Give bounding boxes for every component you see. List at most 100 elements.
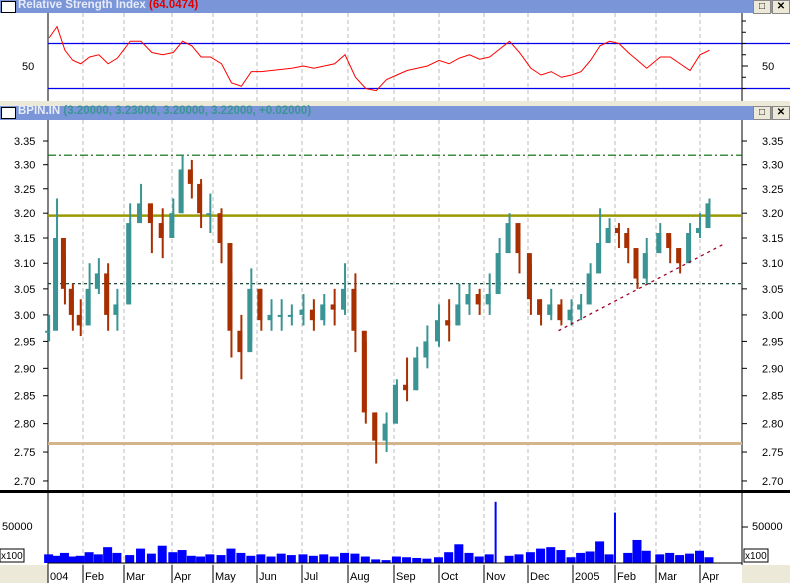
volume-bar [434,557,443,563]
volume-axis-label-left: 50000 [2,521,33,533]
rsi-value: (64.0474) [149,0,199,11]
volume-bar [381,560,391,563]
price-tick-label: 3.30 [762,160,783,172]
volume-bar [84,552,94,563]
price-bar-body [267,314,273,321]
price-bar-body [403,384,409,391]
price-tick-label: 3.25 [762,184,783,196]
price-bar-body [557,304,563,321]
volume-bar [112,552,122,563]
price-bar-body [137,203,143,224]
volume-bar [52,555,62,563]
date-label: Feb [617,571,636,583]
price-tick-label: 3.10 [762,258,783,270]
price-tick-label: 2.80 [762,419,783,431]
price-bar-body [330,304,336,310]
rsi-title-text: Relative Strength Index [18,0,146,11]
price-tick-label: 2.75 [14,447,35,459]
trendline [558,242,727,332]
volume-multiplier-right: x100 [745,551,767,562]
price-tick-label: 3.30 [14,160,35,172]
volume-bar [604,554,614,563]
price-tick-label: 2.90 [14,363,35,375]
price-bar-body [676,248,682,264]
price-title: BPIN.IN (3.20000, 3.23000, 3.20000, 3.22… [18,105,311,117]
price-bar-body [94,273,100,289]
volume-bar [340,552,350,563]
price-bar-body [382,423,388,441]
price-bar-body [605,228,611,244]
rsi-panel-header: Relative Strength Index (64.0474) □ ✕ [0,0,790,14]
axis-gutter [742,565,790,583]
price-tick-label: 2.70 [762,476,783,488]
price-bar-body [178,169,184,214]
volume-bar [655,554,665,563]
panel-divider[interactable] [0,101,790,106]
date-label: 2005 [575,571,599,583]
maximize-button[interactable]: □ [753,106,771,120]
volume-bar [464,552,474,563]
price-bar-body [158,223,164,239]
volume-bar [186,555,196,563]
volume-bar [360,556,370,563]
volume-bar [632,539,642,563]
price-tick-label: 2.95 [762,336,783,348]
rsi-axis-label-left: 50 [22,61,34,73]
axis-gutter [0,565,48,583]
price-tick-label: 3.10 [14,258,35,270]
price-bar-body [547,304,553,315]
price-bar-body [277,314,283,317]
volume-bar [103,547,113,563]
close-button[interactable]: ✕ [772,106,790,120]
price-chart: 3.35 3.35 3.30 3.30 3.25 3.25 3.20 3.20 3.15 3.15… [14,120,783,491]
date-label: Feb [85,571,104,583]
price-bar-body [413,357,419,391]
price-bar-body [104,273,110,315]
panel-divider[interactable] [0,490,790,493]
price-bar-body [567,309,573,321]
price-tick-label: 3.20 [762,208,783,220]
close-button[interactable]: ✕ [772,0,790,14]
price-bar-body [686,233,692,264]
volume-bar [157,545,167,563]
price-bar-body [85,288,91,326]
volume-bar [454,544,464,563]
date-label: Apr [174,571,191,583]
price-bar-body [423,341,429,358]
volume-bar [704,557,714,563]
volume-bar [276,553,286,563]
price-tick-label: 3.15 [762,233,783,245]
price-bar-body [227,243,233,331]
price-bar-body [495,253,501,295]
symbol-name: BPIN.IN [18,105,61,117]
price-bar-body [586,273,592,305]
volume-bar [246,555,256,563]
price-bar-body [45,330,51,333]
price-tick-label: 3.20 [14,208,35,220]
price-bar-body [147,203,153,224]
price-tick-label: 2.90 [762,363,783,375]
volume-bar [402,557,412,563]
maximize-button[interactable]: □ [753,0,771,14]
volume-bar [146,553,156,563]
volume-bar [75,555,85,563]
volume-bar [546,547,556,563]
volume-bar [59,552,69,563]
price-bar-body [614,228,620,234]
volume-bar [308,555,318,563]
date-label: 004 [50,571,68,583]
price-tick-label: 3.25 [14,184,35,196]
volume-bar [236,552,246,563]
panel-select-box[interactable] [1,1,16,13]
price-tick-label: 3.05 [14,284,35,296]
date-label: Nov [486,571,506,583]
price-bar-body [361,330,367,413]
price-tick-label: 2.75 [762,447,783,459]
volume-bar [371,559,381,563]
price-bar-body [537,299,543,315]
volume-bar [256,554,266,563]
panel-select-box[interactable] [1,107,16,119]
volume-bar [205,554,215,563]
volume-bar [675,555,685,563]
volume-bar [576,552,586,563]
